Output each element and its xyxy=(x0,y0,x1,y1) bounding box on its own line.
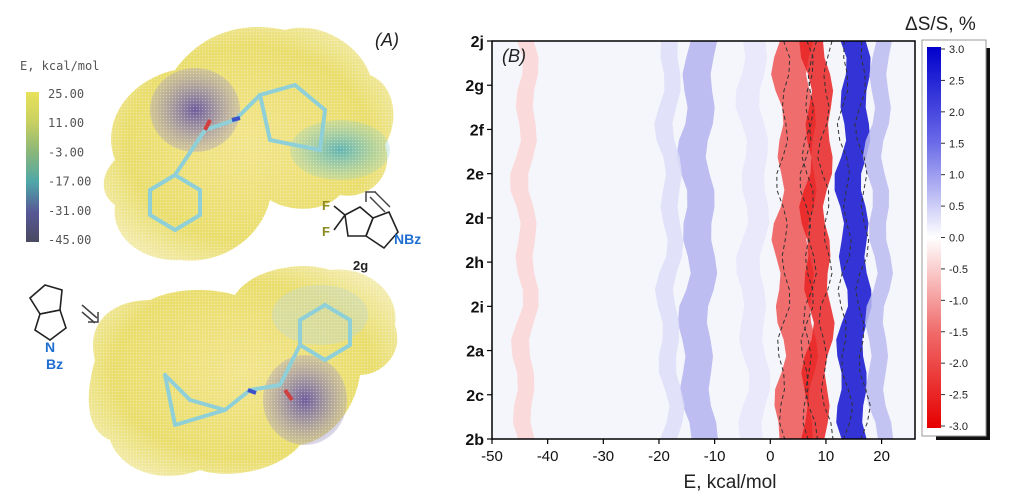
colorbar-tick-label: 0.0 xyxy=(949,233,964,245)
fluorine-label-1: F xyxy=(322,198,330,213)
panel-a-colorbar-ticks: 25.00 11.00 -3.00 -17.00 -31.00 -45.00 xyxy=(48,87,91,247)
heatmap-band xyxy=(676,41,718,439)
panel-a-colorbar-title: E, kcal/mol xyxy=(20,59,99,73)
panel-a-colorbar: E, kcal/mol 25.00 11.00 -3.00 -17.00 -31.00 -… xyxy=(20,59,99,247)
panel-a-colorbar-tick: 25.00 xyxy=(48,87,84,101)
heatmap-bands xyxy=(510,41,894,439)
panel-a-colorbar-tick: -17.00 xyxy=(48,175,91,189)
y-tick-label: 2b xyxy=(465,432,484,449)
colorbar-tick-label: -0.5 xyxy=(949,264,968,276)
x-tick-label: -10 xyxy=(704,448,726,465)
molecule-sticks-top xyxy=(148,83,327,233)
heatmap-band xyxy=(834,41,872,439)
x-axis-label: E, kcal/mol xyxy=(684,472,777,493)
colorbar-tick-label: -1.5 xyxy=(949,327,968,339)
carbonyl-bottom xyxy=(283,388,294,402)
colorbar-tick-label: 1.5 xyxy=(949,138,964,150)
heatmap-frame xyxy=(491,40,916,440)
structure-bottom-n: N xyxy=(45,339,55,355)
heatmap-band xyxy=(510,41,539,439)
structure-bottom-left xyxy=(28,284,67,341)
x-tick-label: -40 xyxy=(537,448,559,465)
heatmap-band xyxy=(735,41,771,439)
heatmap-contour xyxy=(817,41,834,439)
y-axis-ticks: 2b 2c 2a 2i 2h 2d 2e 2f 2g 2j xyxy=(465,34,492,449)
heatmap-band xyxy=(654,41,685,439)
y-tick-label: 2h xyxy=(465,255,484,272)
y-tick-label: 2i xyxy=(471,299,484,316)
structure-2g-label: 2g xyxy=(353,258,368,273)
panel-b: (B) 2b 2c 2a 2i 2h 2d 2e 2f 2g 2j -50 -40 -30 -20 -10… xyxy=(465,14,990,493)
molecule-surface-bottom xyxy=(88,266,398,476)
panel-a-colorbar-tick: 11.00 xyxy=(48,116,84,130)
arrow-icon-top xyxy=(365,191,391,213)
colorbar-tick-label: 0.5 xyxy=(949,201,964,213)
colorbar-tick-label: -1.0 xyxy=(949,295,968,307)
x-tick-label: -50 xyxy=(481,448,503,465)
panel-b-colorbar-title: ΔS/S, % xyxy=(905,14,976,35)
y-tick-label: 2e xyxy=(466,167,484,184)
nitrogen-top xyxy=(231,116,241,122)
fluorine-label-2: F xyxy=(322,224,330,239)
structure-bottom-bz: Bz xyxy=(46,356,63,372)
panel-a-label: (A) xyxy=(375,30,399,50)
panel-a: (A) E, kcal/mol 25.00 11.00 -3.00 -17.00 -31… xyxy=(20,26,421,476)
x-tick-label: -30 xyxy=(592,448,614,465)
panel-b-colorbar-gradient xyxy=(927,47,941,428)
panel-b-label: (B) xyxy=(502,46,526,66)
heatmap-band xyxy=(771,41,819,439)
y-tick-label: 2d xyxy=(465,211,484,228)
colorbar-tick-label: 2.0 xyxy=(949,107,964,119)
colorbar-tick-label: -2.5 xyxy=(949,390,968,402)
x-tick-label: 0 xyxy=(766,448,774,465)
colorbar-tick-label: 3.0 xyxy=(949,44,964,56)
panel-b-colorbar: ΔS/S, % 3.0 2.5 2.0 1.5 1.0 0.5 0.0 -0.5 -1.0 -1.… xyxy=(905,14,990,440)
colorbar-tick-label: -3.0 xyxy=(949,421,968,433)
y-tick-label: 2j xyxy=(471,34,484,51)
heatmap-contour xyxy=(836,41,854,439)
molecule-surface-top xyxy=(103,26,394,261)
colorbar-tick-label: 1.0 xyxy=(949,170,964,182)
panel-b-colorbar-ticks: 3.0 2.5 2.0 1.5 1.0 0.5 0.0 -0.5 -1.0 -1.5 -2.0 -2.… xyxy=(941,44,968,433)
heatmap-band xyxy=(862,41,894,439)
arrow-icon-bottom xyxy=(81,304,99,324)
colorbar-tick-label: -2.0 xyxy=(949,358,968,370)
x-axis-ticks: -50 -40 -30 -20 -10 0 10 20 xyxy=(481,439,890,465)
y-tick-label: 2f xyxy=(470,122,485,139)
y-tick-label: 2c xyxy=(466,388,484,405)
heatmap-contour xyxy=(801,41,818,439)
heatmap-band xyxy=(799,41,835,439)
structure-2g xyxy=(333,205,399,250)
x-tick-label: 10 xyxy=(818,448,835,465)
panel-a-colorbar-tick: -3.00 xyxy=(48,145,84,159)
heatmap-contour xyxy=(776,41,791,439)
colorbar-tick-label: 2.5 xyxy=(949,75,964,87)
structure-2g-nbz: NBz xyxy=(394,231,421,247)
panel-a-colorbar-tick: -31.00 xyxy=(48,204,91,218)
nitrogen-bottom xyxy=(247,388,257,395)
panel-a-colorbar-tick: -45.00 xyxy=(48,233,91,247)
panel-a-colorbar-gradient xyxy=(26,92,39,242)
carbonyl-top xyxy=(203,119,212,131)
heatmap-contour xyxy=(854,41,871,439)
x-tick-label: 20 xyxy=(873,448,890,465)
y-tick-label: 2a xyxy=(466,344,484,361)
heatmap-contours xyxy=(776,41,871,439)
y-tick-label: 2g xyxy=(465,78,484,95)
molecule-sticks-bottom xyxy=(163,302,352,427)
x-tick-label: -20 xyxy=(648,448,670,465)
